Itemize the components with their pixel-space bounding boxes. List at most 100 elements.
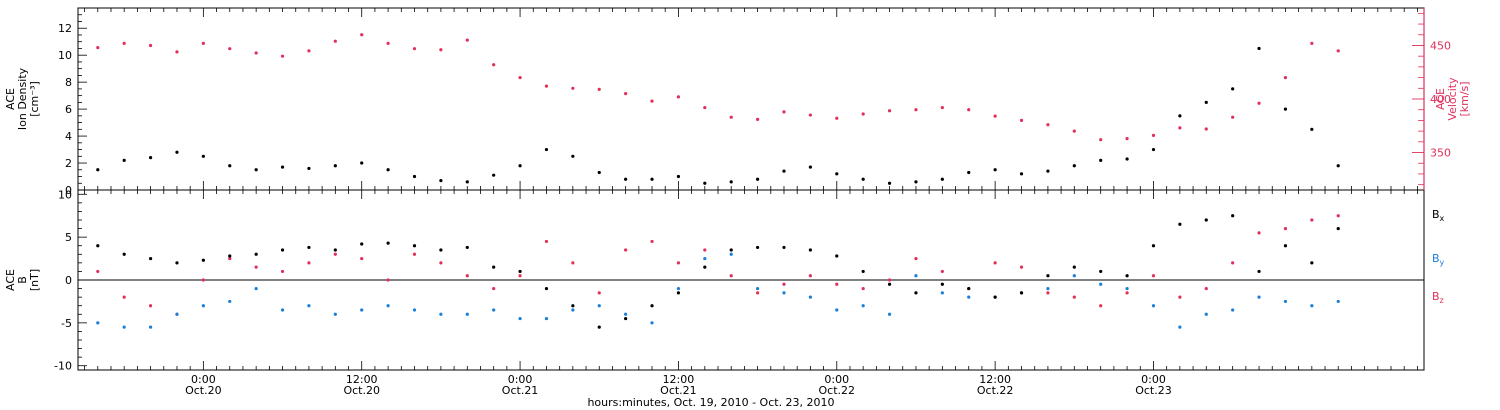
density-point <box>96 168 100 172</box>
velocity-point <box>755 117 760 121</box>
bz-point <box>201 278 205 282</box>
density-point <box>782 169 786 173</box>
by-point <box>518 316 522 321</box>
density-point <box>1151 147 1156 152</box>
bx-point <box>1099 269 1103 274</box>
bx-point <box>307 245 311 250</box>
density-point <box>360 161 364 165</box>
bx-point <box>518 269 522 274</box>
legend-entry: Bx <box>1432 208 1445 223</box>
velocity-point <box>201 41 205 45</box>
x-tick-label-time: 0:00 <box>1141 373 1166 386</box>
bz-point <box>492 286 496 291</box>
bz-point <box>650 239 654 244</box>
velocity-point <box>1257 101 1261 105</box>
bz-point <box>96 269 100 274</box>
velocity-point <box>597 87 601 91</box>
bx-point <box>782 245 786 250</box>
bx-point <box>703 265 707 269</box>
density-tick-label: 2 <box>65 157 72 170</box>
by-point <box>755 286 760 291</box>
velocity-point <box>571 86 575 90</box>
density-tick-label: 8 <box>65 76 72 89</box>
velocity-point <box>914 108 918 112</box>
x-tick-label-time: 12:00 <box>979 373 1011 386</box>
density-point <box>518 164 522 168</box>
magnetic-field-panel: -10 -5 0 5 10 ACE B [nT] Bx By Bz <box>4 188 1445 372</box>
bz-point <box>571 261 575 265</box>
bz-point <box>122 295 126 299</box>
bz-point <box>307 261 311 265</box>
bx-point <box>254 252 258 256</box>
density-point <box>492 173 496 177</box>
bz-point <box>1204 286 1208 291</box>
velocity-point <box>782 110 786 114</box>
density-point <box>1310 127 1314 131</box>
bx-point <box>571 304 575 308</box>
density-point <box>676 174 681 179</box>
velocity-point <box>386 41 390 45</box>
velocity-axis-label-line-3: [km/s] <box>1458 81 1471 116</box>
bx-point <box>1046 274 1050 278</box>
bz-point <box>782 282 786 286</box>
density-tick-label: 0 <box>65 184 72 197</box>
velocity-point <box>808 113 812 117</box>
density-point <box>201 154 205 158</box>
bx-point <box>439 248 443 252</box>
velocity-point <box>465 38 469 42</box>
velocity-point <box>1178 126 1182 130</box>
x-tick-label-date: Oct.21 <box>502 384 539 397</box>
by-point <box>1283 299 1288 304</box>
top-panel-frame <box>77 7 1425 191</box>
by-point <box>1231 308 1235 312</box>
velocity-point <box>1099 138 1103 142</box>
velocity-point <box>1283 75 1288 80</box>
by-point <box>254 286 258 291</box>
by-point <box>887 312 892 316</box>
bx-point <box>1283 244 1288 248</box>
bz-point <box>228 256 232 261</box>
field-tick-label: 0 <box>65 274 72 287</box>
bx-point <box>148 256 153 261</box>
density-point <box>887 181 892 185</box>
x-tick-label-time: 12:00 <box>346 373 378 386</box>
x-tick-label-date: Oct.20 <box>185 384 222 397</box>
density-point <box>148 156 153 160</box>
bx-point <box>1336 226 1340 231</box>
by-point <box>465 312 469 316</box>
density-point <box>1072 164 1076 168</box>
by-point <box>650 321 654 325</box>
velocity-point <box>650 99 654 103</box>
density-tick-label: 12 <box>58 22 72 35</box>
velocity-point <box>307 49 311 53</box>
by-point <box>201 304 205 308</box>
bz-point <box>439 261 443 265</box>
bz-point <box>755 291 760 295</box>
velocity-point <box>861 112 865 116</box>
velocity-point <box>624 92 628 96</box>
velocity-point <box>1231 115 1235 119</box>
density-point <box>1231 87 1235 91</box>
density-point <box>1257 46 1261 51</box>
bz-point <box>1046 291 1050 295</box>
density-point <box>624 177 628 181</box>
x-tick-label-date: Oct.22 <box>977 384 1014 397</box>
time-axis-label: hours:minutes, Oct. 19, 2010 - Oct. 23, … <box>587 396 834 409</box>
by-point <box>729 252 733 256</box>
density-point <box>1178 114 1182 118</box>
density-point <box>228 164 232 168</box>
bx-point <box>465 245 469 250</box>
density-point <box>1204 100 1208 104</box>
bz-point <box>914 256 918 261</box>
velocity-point <box>703 105 707 110</box>
field-axis-label-line-3: [nT] <box>28 269 41 291</box>
bx-point <box>201 258 205 262</box>
bx-point <box>228 254 232 258</box>
by-point <box>333 312 337 316</box>
x-tick-label-time: 0:00 <box>191 373 216 386</box>
bz-point <box>729 274 733 278</box>
bx-point <box>597 325 601 329</box>
bz-point <box>835 282 839 286</box>
bz-point <box>624 248 628 252</box>
density-point <box>307 166 311 171</box>
